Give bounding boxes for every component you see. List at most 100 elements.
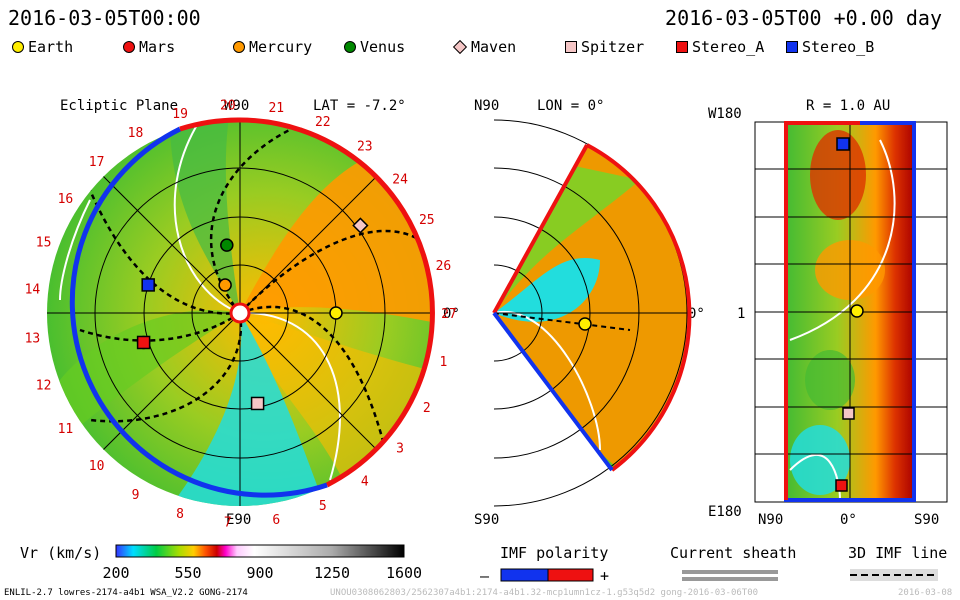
imf-line: [239, 305, 392, 471]
stereo-b-marker: [836, 137, 850, 151]
legend: Earth Mars Mercury Venus Maven Spitzer S…: [0, 38, 960, 60]
imf-line-label: 3D IMF line: [848, 544, 947, 562]
carrington-label: 22: [315, 115, 331, 130]
sun-icon: [229, 302, 251, 324]
legend-label: Mars: [139, 38, 176, 56]
colorbar-tick: 200: [102, 564, 129, 582]
legend-item-maven: Maven: [452, 38, 517, 56]
ecliptic-title: Ecliptic Plane: [60, 98, 178, 114]
carrington-label: 25: [419, 213, 435, 228]
carrington-label: 10: [89, 459, 105, 474]
earth-marker: [329, 306, 343, 320]
meridional-rim: [586, 143, 692, 472]
current-sheath-legend: Current sheath: [670, 544, 796, 581]
ecliptic-top-label: W90: [224, 98, 249, 114]
ecliptic-rim-positive: [239, 117, 435, 488]
legend-label: Mercury: [249, 38, 313, 56]
ecliptic-bodies: [136, 217, 369, 411]
legend-label: Stereo_B: [802, 38, 875, 56]
ecliptic-panel: Ecliptic Plane LAT = -7.2° W90 E90 0°: [25, 98, 460, 531]
carrington-label: 26: [436, 259, 452, 274]
ecliptic-bottom-label: E90: [226, 512, 251, 528]
slow-wind-region: [160, 313, 330, 506]
imf-line: [79, 311, 241, 342]
spitzer-marker: [250, 396, 265, 411]
carrington-label: 15: [36, 236, 52, 251]
carrington-label: 1: [439, 355, 447, 370]
legend-item-mars: Mars: [123, 38, 175, 56]
stereo-a-marker: [136, 335, 151, 350]
carrington-label: 20: [220, 98, 236, 113]
imf-line: [209, 123, 301, 314]
current-sheath-swatch: [682, 570, 778, 574]
carrington-label: 12: [36, 379, 52, 394]
header-left-time: 2016-03-05T00:00: [8, 6, 201, 30]
radial-bottom-label-left: N90: [758, 512, 783, 528]
venus-marker: [220, 238, 234, 252]
carrington-label: 11: [58, 422, 74, 437]
colorbar-tick: 1600: [386, 564, 422, 582]
colorbar-tick: 1250: [314, 564, 350, 582]
earth-marker-icon: [12, 41, 24, 53]
radial-top-left: W180: [708, 106, 742, 122]
meridional-right-label: 0°: [688, 306, 705, 322]
meridional-grid: [493, 119, 688, 507]
spitzer-marker-icon: [565, 41, 577, 53]
current-sheet-line: [173, 120, 241, 314]
maven-marker: [352, 217, 369, 234]
legend-item-earth: Earth: [12, 38, 73, 56]
legend-item-stereo-a: Stereo_A: [676, 38, 764, 56]
carrington-label: 3: [396, 441, 404, 456]
imf-line: [494, 312, 631, 331]
header-right-time: 2016-03-05T00 +0.00 day: [665, 6, 942, 30]
colorbar-label: Vr (km/s): [20, 544, 101, 562]
radial-mid-left: 1: [737, 306, 745, 322]
legend-label: Maven: [471, 38, 517, 56]
carrington-label: 4: [361, 475, 369, 490]
stereo-b-marker-icon: [786, 41, 798, 53]
imf-line: [89, 312, 243, 423]
carrington-label: 8: [176, 507, 184, 522]
radial-bottom-label-mid: 0°: [840, 512, 857, 528]
legend-label: Earth: [28, 38, 74, 56]
imf-polarity-label: IMF polarity: [500, 544, 608, 562]
meridional-region: [494, 258, 600, 322]
carrington-label: 7: [224, 516, 232, 531]
carrington-label: 17: [89, 155, 105, 170]
legend-label: Spitzer: [581, 38, 645, 56]
current-sheet-line: [239, 311, 341, 481]
stereo-a-marker-icon: [676, 41, 688, 53]
ecliptic-lat: LAT = -7.2°: [313, 98, 406, 114]
meridional-edge-positive: [492, 144, 589, 314]
carrington-label: 5: [319, 499, 327, 514]
current-sheet-line: [789, 454, 841, 501]
legend-label: Venus: [360, 38, 406, 56]
imf-line-legend: 3D IMF line: [848, 544, 947, 581]
carrington-label: 14: [25, 283, 41, 298]
carrington-label: 21: [268, 101, 284, 116]
radial-title: R = 1.0 AU: [806, 98, 890, 114]
carrington-label: 19: [172, 107, 188, 122]
meridional-edge-negative: [492, 311, 614, 472]
legend-item-spitzer: Spitzer: [565, 38, 644, 56]
stereo-a-marker: [835, 479, 848, 492]
radial-polarity-border-positive: [784, 121, 860, 500]
spitzer-marker: [842, 407, 855, 420]
radial-region: [790, 425, 850, 495]
ecliptic-rim-negative: [69, 126, 328, 498]
footer-right: 2016-03-08: [898, 588, 953, 598]
footer-center: UNOU0308062803/2562307a4b1:2174-a4b1.32-…: [330, 588, 759, 598]
venus-marker-icon: [344, 41, 356, 53]
current-sheet-line: [59, 199, 91, 301]
imf-plus-label: +: [600, 567, 609, 585]
meridional-bottom-label: S90: [474, 512, 499, 528]
footer-left: ENLIL-2.7 lowres-2174-a4b1 WSA_V2.2 GONG…: [4, 588, 248, 598]
carrington-label: 6: [272, 513, 280, 528]
carrington-label: 16: [58, 192, 74, 207]
mercury-marker-icon: [233, 41, 245, 53]
ecliptic-field: [47, 120, 433, 506]
meridional-panel: N90 LON = 0° S90 0°: [474, 98, 705, 528]
colorbar: Vr (km/s) 200 550 900 1250 1600: [20, 544, 422, 582]
